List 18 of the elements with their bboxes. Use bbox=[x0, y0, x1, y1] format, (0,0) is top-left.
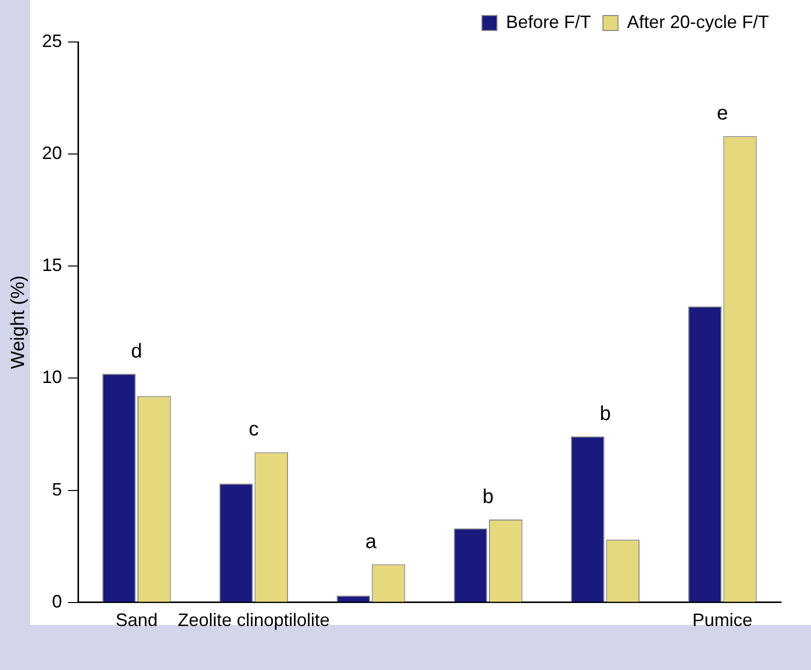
annotation: d bbox=[131, 340, 142, 362]
legend-label: After 20-cycle F/T bbox=[626, 12, 770, 32]
annotation: a bbox=[365, 530, 378, 553]
annotation: c bbox=[248, 418, 259, 441]
y-tick-label: 5 bbox=[52, 479, 62, 500]
annotation: e bbox=[716, 102, 728, 125]
y-tick-label: 10 bbox=[42, 367, 62, 388]
x-tick-label: Pumice bbox=[692, 610, 752, 630]
y-tick-label: 15 bbox=[42, 255, 62, 276]
x-tick-label: Zeolite clinoptilolite bbox=[178, 610, 330, 630]
legend-label: Before F/T bbox=[506, 12, 591, 32]
annotation: b bbox=[482, 486, 494, 508]
y-tick-label: 0 bbox=[52, 591, 62, 612]
y-axis-title: Weight (%) bbox=[8, 275, 30, 370]
annotation: b bbox=[600, 403, 611, 426]
x-tick-label: Sand bbox=[116, 610, 158, 630]
y-tick-label: 20 bbox=[42, 143, 62, 164]
y-tick-label: 25 bbox=[42, 30, 62, 51]
